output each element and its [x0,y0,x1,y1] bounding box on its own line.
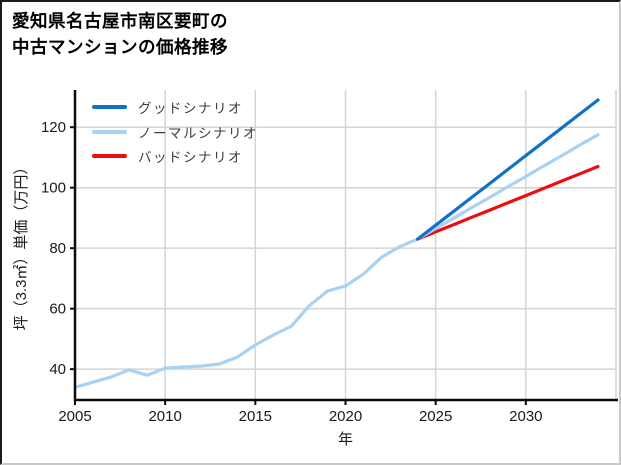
y-tick-label: 80 [49,240,66,257]
x-tick-label: 2030 [509,408,542,425]
legend-item-normal: ノーマルシナリオ [92,120,258,145]
x-tick-label: 2005 [58,408,91,425]
y-tick-label: 120 [41,119,66,136]
legend-label-bad: バッドシナリオ [138,150,243,166]
x-tick-label: 2015 [239,408,272,425]
y-tick-label: 100 [41,180,66,197]
legend: グッドシナリオ ノーマルシナリオ バッドシナリオ [92,95,258,169]
legend-label-normal: ノーマルシナリオ [138,125,258,141]
y-axis-label: 坪（3.3㎡）単価（万円） [13,160,30,331]
x-axis-label: 年 [338,431,353,448]
y-tick-label: 60 [49,301,66,318]
legend-line-good-icon [92,105,127,110]
legend-label-good: グッドシナリオ [138,101,243,117]
y-tick-label: 40 [49,361,66,378]
x-tick-label: 2010 [148,408,181,425]
x-tick-label: 2020 [329,408,362,425]
x-tick-label: 2025 [419,408,452,425]
chart-title-line1: 愛知県名古屋市南区要町の [12,11,228,31]
legend-line-normal-icon [92,129,127,134]
chart-title: 愛知県名古屋市南区要町の 中古マンションの価格推移 [12,8,228,60]
series-line-good [416,98,600,241]
series-line-normal [73,133,600,389]
chart-title-line2: 中古マンションの価格推移 [12,37,228,57]
series-line-bad [416,164,600,241]
legend-item-good: グッドシナリオ [92,95,258,120]
legend-line-bad-icon [92,154,127,159]
legend-item-bad: バッドシナリオ [92,144,258,169]
